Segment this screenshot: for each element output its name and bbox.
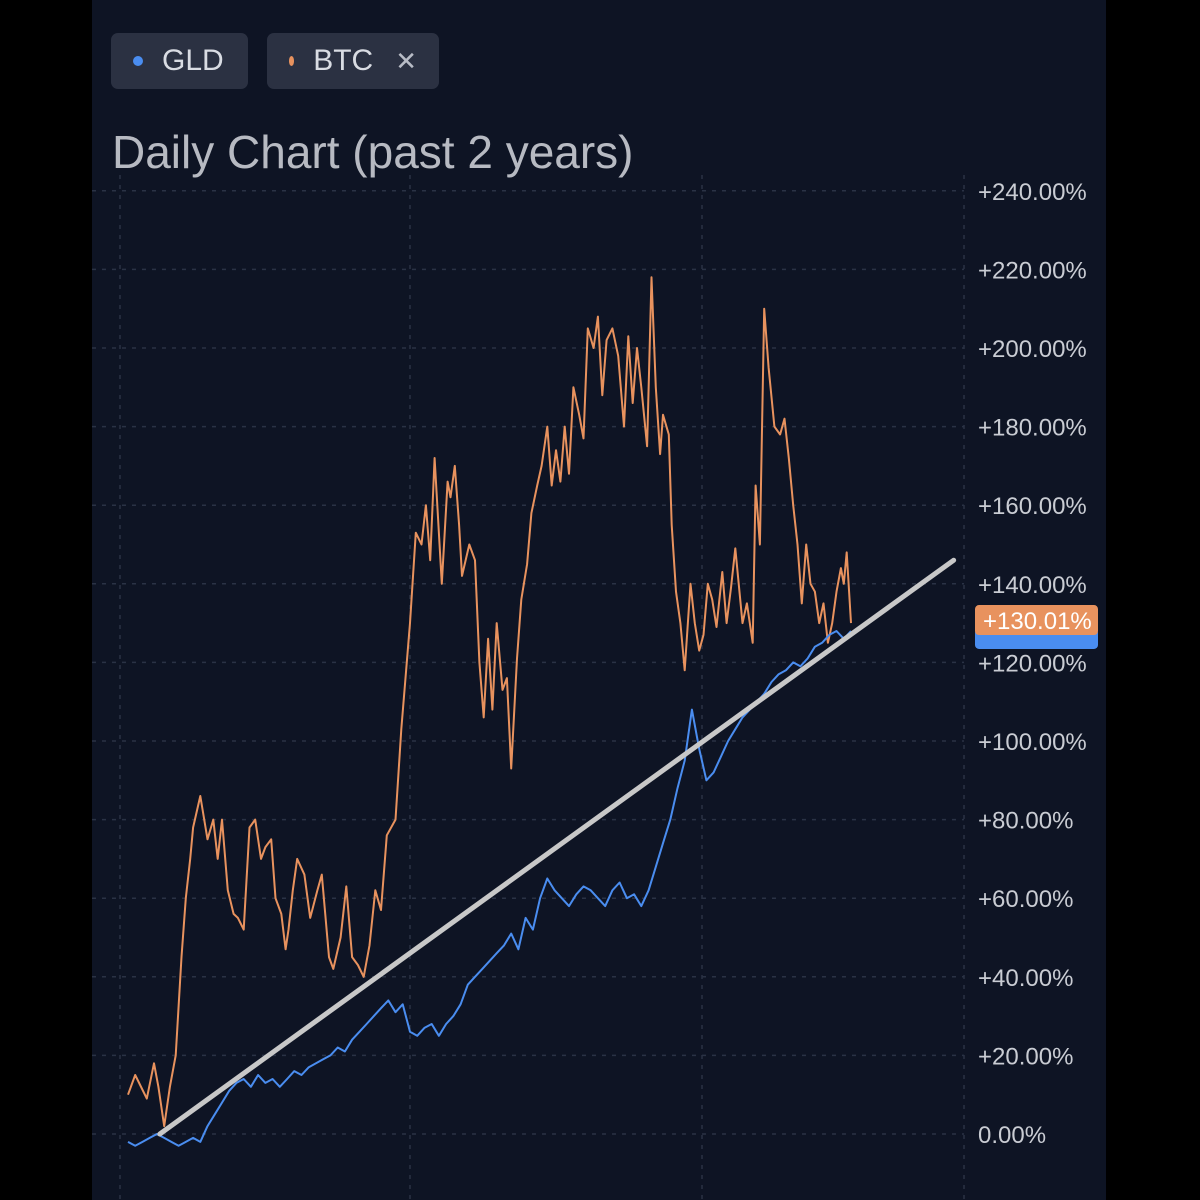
chart-plot: 0.00% +20.00% +40.00% +60.00% +80.00% +100.00… (92, 175, 1098, 1200)
y-tick-label: +120.00% (978, 650, 1087, 677)
y-tick-label: +80.00% (978, 808, 1073, 835)
chart-title: Daily Chart (past 2 years) (112, 126, 634, 178)
y-tick-label: +180.00% (978, 415, 1087, 442)
last-value-label-btc: +130.01% (983, 608, 1092, 635)
close-icon[interactable]: ✕ (395, 46, 417, 76)
y-tick-label: +220.00% (978, 257, 1087, 284)
legend-chip-label-btc: BTC (313, 44, 374, 77)
y-tick-label: +40.00% (978, 965, 1073, 992)
legend-chip-gld[interactable]: GLD (111, 33, 248, 89)
y-tick-label: +60.00% (978, 886, 1073, 913)
btc-dot-icon (289, 56, 295, 66)
y-tick-label: +20.00% (978, 1043, 1073, 1070)
last-value-badge-btc (975, 605, 1098, 636)
trend-line (157, 557, 957, 1137)
gld-dot-icon (133, 56, 143, 66)
legend-chip-btc[interactable]: BTC ✕ (267, 33, 439, 89)
y-tick-label: +200.00% (978, 336, 1087, 363)
series-line-btc (127, 276, 852, 1128)
y-tick-label: +160.00% (978, 493, 1087, 520)
chart-app: GLD BTC ✕ Daily Chart (past 2 years) 0.0… (92, 0, 1106, 1200)
y-tick-label: +140.00% (978, 572, 1087, 599)
y-tick-label: +240.00% (978, 179, 1087, 206)
y-tick-label: +100.00% (978, 729, 1087, 756)
series-line-gld (127, 630, 852, 1147)
y-tick-label: 0.00% (978, 1122, 1046, 1149)
legend-chip-label-gld: GLD (162, 44, 224, 77)
